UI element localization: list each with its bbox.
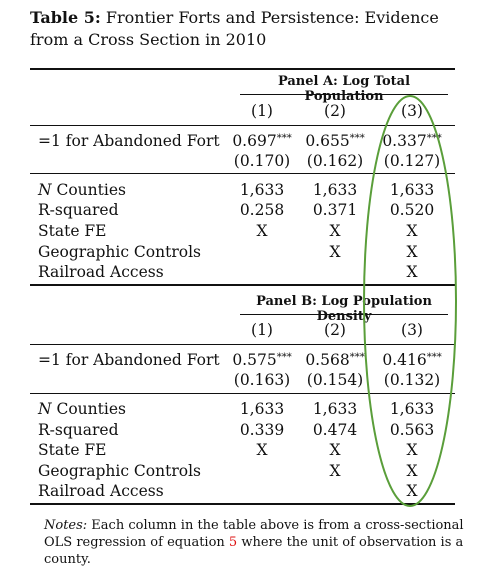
column-header: (2) [324, 102, 346, 120]
table-cell: 1,633 [239, 181, 285, 199]
coefficient: 0.337*** [382, 132, 442, 150]
column-header: (3) [401, 102, 423, 120]
table-cell: X [256, 441, 268, 459]
panel-b-rule [240, 314, 448, 315]
table-cell: 0.520 [389, 201, 435, 219]
coefficient: 0.416*** [382, 351, 442, 369]
standard-error: (0.163) [233, 371, 291, 389]
table-cell: 1,633 [389, 181, 435, 199]
standard-error: (0.154) [306, 371, 364, 389]
table-cell: 1,633 [239, 400, 285, 418]
row-label: Railroad Access [38, 263, 164, 281]
panel-a-main-rule [30, 173, 455, 174]
column-header: (2) [324, 321, 346, 339]
row-label: N Counties [38, 181, 126, 199]
panel-b-main-rule [30, 393, 455, 394]
table-caption: Table 5: Frontier Forts and Persistence:… [30, 7, 470, 51]
coefficient: 0.575*** [232, 351, 292, 369]
table-cell: X [329, 243, 341, 261]
table-caption-title: Frontier Forts and Persistence: Evidence… [30, 8, 439, 49]
panel-b-header-rule [30, 344, 455, 345]
column-header: (1) [251, 321, 273, 339]
table-cell: 0.371 [312, 201, 358, 219]
table-cell: 0.474 [312, 421, 358, 439]
panel-separator-rule [30, 284, 455, 286]
table-notes: Notes: Each column in the table above is… [44, 518, 464, 567]
table-cell: X [329, 441, 341, 459]
row-label: R-squared [38, 421, 119, 439]
table-cell: X [406, 462, 418, 480]
row-label: =1 for Abandoned Fort [38, 132, 220, 150]
standard-error: (0.127) [383, 152, 441, 170]
column-header: (3) [401, 321, 423, 339]
table-cell: 1,633 [312, 181, 358, 199]
row-label: =1 for Abandoned Fort [38, 351, 220, 369]
standard-error: (0.162) [306, 152, 364, 170]
row-label: R-squared [38, 201, 119, 219]
standard-error: (0.170) [233, 152, 291, 170]
panel-a-title: Panel A: Log Total Population [277, 74, 411, 104]
coefficient: 0.655*** [305, 132, 365, 150]
column-header: (1) [251, 102, 273, 120]
panel-a-rule [240, 94, 448, 95]
row-label: Railroad Access [38, 482, 164, 500]
table-cell: 1,633 [389, 400, 435, 418]
equation-reference-link[interactable]: 5 [228, 535, 238, 550]
row-label: Geographic Controls [38, 462, 201, 480]
standard-error: (0.132) [383, 371, 441, 389]
table-cell: 0.258 [239, 201, 285, 219]
top-rule [30, 68, 455, 70]
table-cell: X [406, 263, 418, 281]
row-label: State FE [38, 441, 107, 459]
table-cell: X [406, 222, 418, 240]
row-label: State FE [38, 222, 107, 240]
table-cell: X [406, 482, 418, 500]
row-label: N Counties [38, 400, 126, 418]
table-cell: 1,633 [312, 400, 358, 418]
bottom-rule [30, 503, 455, 505]
panel-a-header-rule [30, 125, 455, 126]
table-cell: X [406, 441, 418, 459]
table-caption-label: Table 5: [30, 8, 101, 27]
coefficient: 0.568*** [305, 351, 365, 369]
table-cell: X [256, 222, 268, 240]
table-cell: X [329, 462, 341, 480]
coefficient: 0.697*** [232, 132, 292, 150]
notes-label: Notes: [44, 518, 88, 533]
table-cell: 0.563 [389, 421, 435, 439]
table-cell: 0.339 [239, 421, 285, 439]
table-cell: X [329, 222, 341, 240]
row-label: Geographic Controls [38, 243, 201, 261]
table-cell: X [406, 243, 418, 261]
